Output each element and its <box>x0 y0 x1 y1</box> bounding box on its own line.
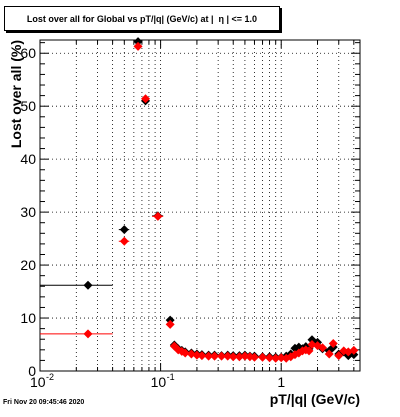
data-point <box>217 351 227 361</box>
data-point <box>318 343 328 353</box>
data-point <box>324 349 334 359</box>
data-point <box>133 41 143 51</box>
data-point <box>258 352 268 362</box>
data-point <box>197 351 207 361</box>
y-tick-label: 30 <box>20 204 36 220</box>
data-point <box>210 351 220 361</box>
data-point <box>334 351 344 361</box>
data-point <box>223 351 233 361</box>
data-point <box>304 346 314 356</box>
data-point <box>328 338 338 348</box>
title-box: Lost over all for Global vs pT/|q| (GeV/… <box>4 6 280 31</box>
x-tick-label: 10 <box>151 374 167 390</box>
data-point <box>180 348 190 358</box>
data-point <box>204 351 214 361</box>
data-point <box>83 280 93 290</box>
data-point <box>228 352 238 362</box>
y-tick-label: 20 <box>20 257 36 273</box>
y-tick-label: 10 <box>20 310 36 326</box>
data-point <box>119 225 129 235</box>
chart-title: Lost over all for Global vs pT/|q| (GeV/… <box>26 13 258 24</box>
data-point <box>119 236 129 246</box>
timestamp-footer: Fri Nov 20 09:45:46 2020 <box>3 399 85 406</box>
x-tick-label-exponent: -2 <box>46 372 54 382</box>
y-axis-label: Lost over all (%) <box>8 40 24 148</box>
grid-lines <box>39 40 360 372</box>
data-point <box>271 353 281 363</box>
series-black <box>40 37 359 362</box>
data-point <box>83 329 93 339</box>
series-red <box>40 41 359 363</box>
data-point <box>153 211 163 221</box>
y-tick-label: 60 <box>20 45 36 61</box>
data-point <box>265 353 275 363</box>
data-point <box>165 319 175 329</box>
y-tick-label: 50 <box>20 98 36 114</box>
data-point <box>133 37 143 47</box>
y-tick-label: 40 <box>20 151 36 167</box>
x-axis-label: pT/|q| (GeV/c) <box>270 391 360 407</box>
data-point <box>141 94 151 104</box>
data-point <box>249 352 259 362</box>
data-point <box>349 345 359 355</box>
x-tick-label: 10 <box>30 374 46 390</box>
data-point <box>234 352 244 362</box>
x-tick-label: 1 <box>277 374 285 390</box>
y-tick-label: 0 <box>28 363 36 379</box>
x-tick-label-exponent: -1 <box>167 372 175 382</box>
plot-frame <box>39 39 361 372</box>
